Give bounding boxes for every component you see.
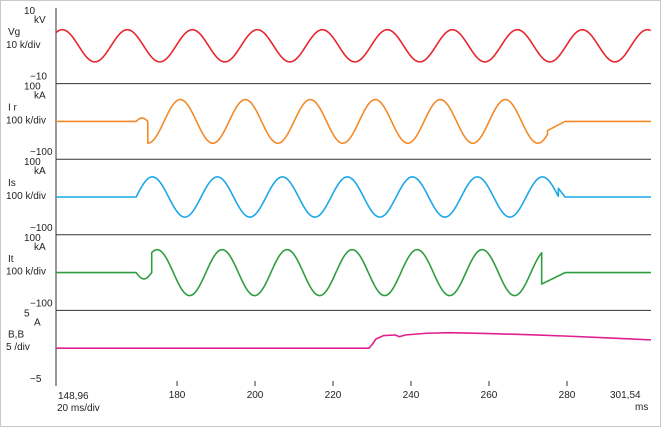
x-axis-tick-label: 240 bbox=[403, 390, 420, 401]
channel-bottom-tick-label: −100 bbox=[30, 147, 53, 158]
x-axis: 148,96 20 ms/div 301,54 ms 180 200 220 240 2… bbox=[57, 381, 648, 414]
channel-top-tick-label: 100 bbox=[24, 233, 41, 244]
x-axis-unit-label: ms bbox=[635, 402, 648, 413]
channel-top-tick-label: 5 bbox=[24, 308, 30, 319]
channel-panel: Vg kV 10 k/div 10 −10 bbox=[6, 6, 651, 85]
x-axis-ticks: 180 200 220 240 260 280 bbox=[169, 381, 576, 401]
channel-bottom-tick-label: −100 bbox=[30, 298, 53, 309]
channel-waveform bbox=[56, 331, 652, 349]
x-axis-start-label: 148,96 bbox=[58, 391, 89, 402]
channel-bottom-tick-label: −5 bbox=[30, 374, 42, 385]
channel-panel: Is kA 100 k/div 100 −100 bbox=[6, 157, 651, 236]
channel-bottom-tick-label: −10 bbox=[30, 72, 47, 83]
x-axis-tick-label: 200 bbox=[247, 390, 264, 401]
channel-panel: It kA 100 k/div 100 −100 bbox=[6, 233, 651, 311]
channel-waveform bbox=[56, 248, 651, 297]
channel-label: It bbox=[8, 254, 14, 265]
channel-top-tick-label: 100 bbox=[24, 82, 41, 93]
channel-unit-label: kA bbox=[34, 91, 46, 102]
channel-waveform bbox=[55, 28, 651, 63]
channel-label: B,B bbox=[8, 329, 24, 340]
channel-scale-label: 5 /div bbox=[6, 342, 30, 353]
channel-unit-label: A bbox=[34, 317, 41, 328]
channel-panel: I r kA 100 k/div 100 −100 bbox=[6, 82, 651, 160]
channel-waveform bbox=[56, 176, 651, 218]
channel-scale-label: 100 k/div bbox=[6, 191, 46, 202]
channel-scale-label: 100 k/div bbox=[6, 267, 46, 278]
x-axis-tick-label: 220 bbox=[325, 390, 342, 401]
x-axis-scale-label: 20 ms/div bbox=[57, 403, 100, 414]
channel-label: Is bbox=[8, 178, 16, 189]
channel-scale-label: 10 k/div bbox=[6, 40, 40, 51]
x-axis-end-label: 301,54 bbox=[610, 390, 641, 401]
channel-scale-label: 100 k/div bbox=[6, 115, 46, 126]
x-axis-tick-label: 280 bbox=[559, 390, 576, 401]
channel-label: Vg bbox=[8, 27, 20, 38]
channel-label: I r bbox=[8, 103, 18, 114]
channel-unit-label: kA bbox=[34, 166, 46, 177]
x-axis-tick-label: 180 bbox=[169, 390, 186, 401]
channel-unit-label: kA bbox=[34, 242, 46, 253]
channel-panel: B,B A 5 /div 5 −5 bbox=[6, 308, 652, 386]
channel-unit-label: kV bbox=[34, 15, 46, 26]
x-axis-tick-label: 260 bbox=[481, 390, 498, 401]
channel-top-tick-label: 10 bbox=[24, 6, 36, 17]
channel-top-tick-label: 100 bbox=[24, 157, 41, 168]
channel-bottom-tick-label: −100 bbox=[30, 223, 53, 234]
channel-waveform bbox=[56, 98, 651, 145]
